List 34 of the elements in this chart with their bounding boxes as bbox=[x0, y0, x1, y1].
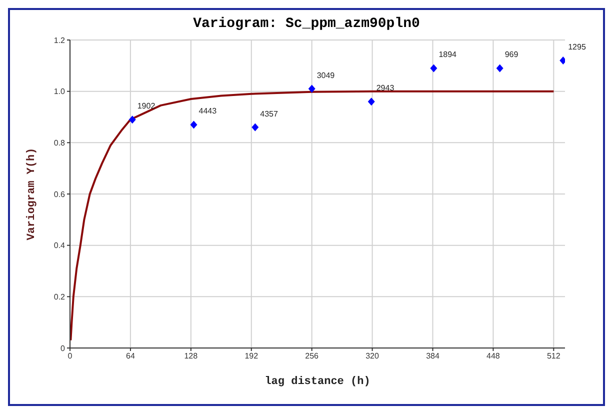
annotation: 4357 bbox=[260, 109, 278, 118]
annotation: 969 bbox=[504, 50, 519, 60]
x-tick-label: 192 bbox=[244, 352, 259, 361]
x-tick-label: 0 bbox=[68, 352, 73, 361]
annotation: 1902 bbox=[137, 102, 156, 111]
y-tick-label: 1.2 bbox=[54, 36, 66, 45]
y-axis-title: Variogram Y(h) bbox=[26, 148, 38, 240]
y-tick-label: 0.4 bbox=[54, 241, 66, 250]
x-tick-label: 512 bbox=[546, 352, 561, 361]
x-tick-label: 320 bbox=[366, 352, 380, 361]
y-tick-label: 1.0 bbox=[54, 87, 66, 96]
annotation: 2943 bbox=[376, 84, 395, 93]
x-axis-title: lag distance (h) bbox=[264, 376, 370, 388]
point bbox=[430, 64, 438, 72]
y-tick-label: 0.6 bbox=[54, 190, 66, 199]
point bbox=[496, 64, 504, 72]
point bbox=[252, 123, 259, 132]
x-tick-label: 384 bbox=[426, 352, 440, 361]
chart-title: Variogram: Sc_ppm_azm90pln0 bbox=[192, 16, 421, 32]
y-tick-label: 0.2 bbox=[54, 292, 66, 302]
x-tick-label: 256 bbox=[305, 352, 320, 361]
x-tick-label: 448 bbox=[486, 352, 500, 361]
y-tick-label: 0.8 bbox=[54, 138, 66, 148]
point bbox=[128, 116, 136, 124]
y-tick-label: 0 bbox=[60, 344, 66, 353]
point bbox=[308, 84, 316, 93]
x-tick-label: 64 bbox=[126, 352, 136, 361]
annotation: 1894 bbox=[438, 50, 458, 60]
annotation: 1295 bbox=[568, 42, 586, 52]
point bbox=[368, 98, 375, 106]
annotation: 3049 bbox=[316, 70, 336, 80]
point bbox=[190, 120, 198, 129]
annotation: 4443 bbox=[198, 106, 218, 116]
x-tick-label: 128 bbox=[184, 352, 198, 361]
